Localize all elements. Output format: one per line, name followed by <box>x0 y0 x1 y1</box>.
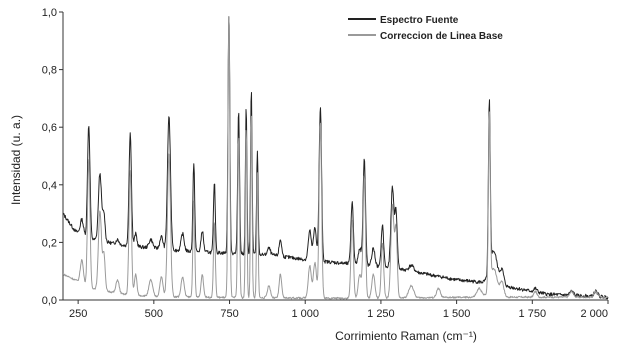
y-tick-label: 1,0 <box>42 7 57 19</box>
y-ticks: 0,0 0,2 0,4 0,6 0,8 1,0 <box>42 7 63 307</box>
series-line-correccion-linea-base <box>62 16 609 300</box>
x-ticks: 250 500 750 1 000 1 250 1 500 1 750 2 000 <box>69 300 609 320</box>
legend: Espectro Fuente Correccion de Linea Base <box>348 15 503 42</box>
x-tick-label: 750 <box>220 308 238 320</box>
plot-area: 250 500 750 1 000 1 250 1 500 1 750 2 000 0,00,… <box>42 7 609 320</box>
x-axis-title: Corrimiento Raman (cm⁻¹) <box>335 329 477 343</box>
series-lines <box>62 16 609 300</box>
legend-label-correccion-linea-base: Correccion de Linea Base <box>380 31 503 42</box>
x-tick-label: 250 <box>69 308 87 320</box>
y-tick-label: 0,8 <box>42 65 57 77</box>
legend-label-espectro-fuente: Espectro Fuente <box>380 15 459 26</box>
y-tick-label: 0,0 <box>42 295 57 307</box>
series-line-espectro-fuente <box>62 16 609 300</box>
y-axis-title: Intensidad (u. a.) <box>9 115 23 205</box>
x-tick-label: 1 750 <box>519 308 547 320</box>
x-tick-label: 1 500 <box>443 308 471 320</box>
y-tick-label: 0,4 <box>42 180 57 192</box>
y-tick-label: 0,6 <box>42 122 57 134</box>
y-tick-label: 0,2 <box>42 237 57 249</box>
x-tick-label: 500 <box>145 308 163 320</box>
x-tick-label: 2 000 <box>580 308 608 320</box>
x-tick-label: 1 000 <box>291 308 319 320</box>
x-tick-label: 1 250 <box>367 308 395 320</box>
